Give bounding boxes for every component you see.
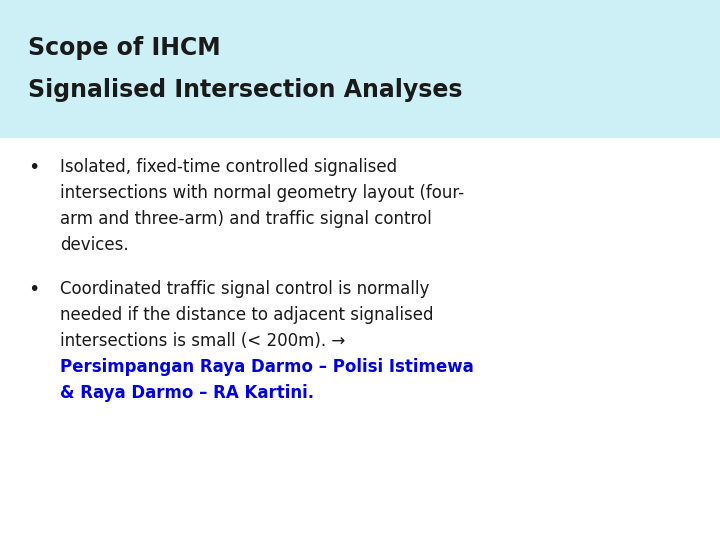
Text: arm and three-arm) and traffic signal control: arm and three-arm) and traffic signal co…	[60, 210, 432, 228]
Text: intersections with normal geometry layout (four-: intersections with normal geometry layou…	[60, 184, 464, 202]
Text: & Raya Darmo – RA Kartini.: & Raya Darmo – RA Kartini.	[60, 384, 314, 402]
Text: Scope of IHCM: Scope of IHCM	[28, 36, 220, 60]
Text: Persimpangan Raya Darmo – Polisi Istimewa: Persimpangan Raya Darmo – Polisi Istimew…	[60, 358, 474, 376]
Text: Isolated, fixed-time controlled signalised: Isolated, fixed-time controlled signalis…	[60, 158, 397, 176]
Text: •: •	[28, 158, 40, 177]
Text: intersections is small (< 200m). →: intersections is small (< 200m). →	[60, 332, 346, 350]
Text: •: •	[28, 280, 40, 299]
Text: Coordinated traffic signal control is normally: Coordinated traffic signal control is no…	[60, 280, 429, 298]
FancyBboxPatch shape	[0, 0, 720, 138]
Text: needed if the distance to adjacent signalised: needed if the distance to adjacent signa…	[60, 306, 433, 324]
Text: Signalised Intersection Analyses: Signalised Intersection Analyses	[28, 78, 462, 102]
Text: devices.: devices.	[60, 236, 129, 254]
